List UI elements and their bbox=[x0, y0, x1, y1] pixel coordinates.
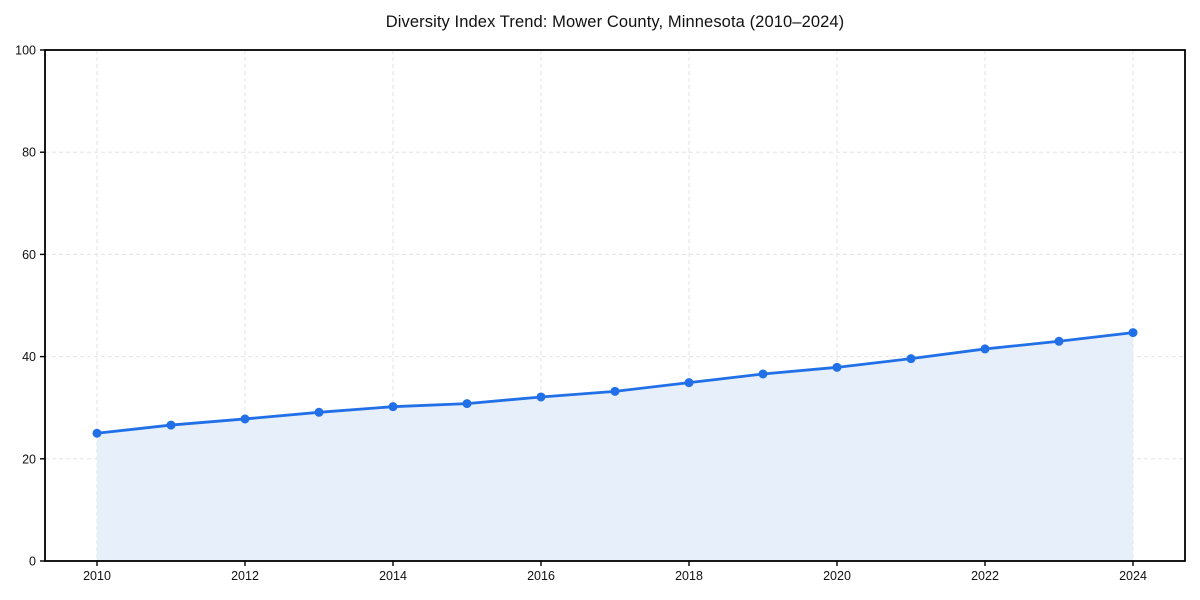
data-point bbox=[1054, 336, 1064, 346]
y-tick-label: 0 bbox=[29, 555, 36, 569]
data-point bbox=[462, 399, 472, 409]
x-tick-label: 2024 bbox=[1119, 569, 1147, 583]
chart-title: Diversity Index Trend: Mower County, Min… bbox=[385, 13, 845, 31]
data-point bbox=[536, 392, 546, 402]
data-point bbox=[166, 420, 176, 430]
y-tick-label: 60 bbox=[22, 248, 36, 262]
data-point bbox=[240, 414, 250, 424]
y-tick-label: 20 bbox=[22, 452, 36, 466]
data-point bbox=[388, 402, 398, 412]
x-tick-label: 2010 bbox=[83, 569, 111, 583]
x-tick-label: 2018 bbox=[675, 569, 703, 583]
data-point bbox=[314, 407, 324, 417]
data-point bbox=[906, 354, 916, 364]
data-point bbox=[1128, 328, 1138, 338]
y-tick-label: 80 bbox=[22, 146, 36, 160]
area-fill bbox=[97, 332, 1133, 561]
x-tick-label: 2012 bbox=[231, 569, 259, 583]
data-point bbox=[758, 369, 768, 379]
data-point bbox=[684, 378, 694, 388]
y-tick-label: 40 bbox=[22, 350, 36, 364]
x-tick-label: 2016 bbox=[527, 569, 555, 583]
data-point bbox=[832, 362, 842, 372]
data-point bbox=[92, 428, 102, 438]
plot-border bbox=[44, 49, 1186, 562]
data-point bbox=[980, 344, 990, 354]
x-tick-label: 2022 bbox=[971, 569, 999, 583]
data-point bbox=[610, 386, 620, 396]
x-tick-label: 2014 bbox=[379, 569, 407, 583]
y-tick-label: 100 bbox=[15, 44, 36, 58]
x-tick-label: 2020 bbox=[823, 569, 851, 583]
